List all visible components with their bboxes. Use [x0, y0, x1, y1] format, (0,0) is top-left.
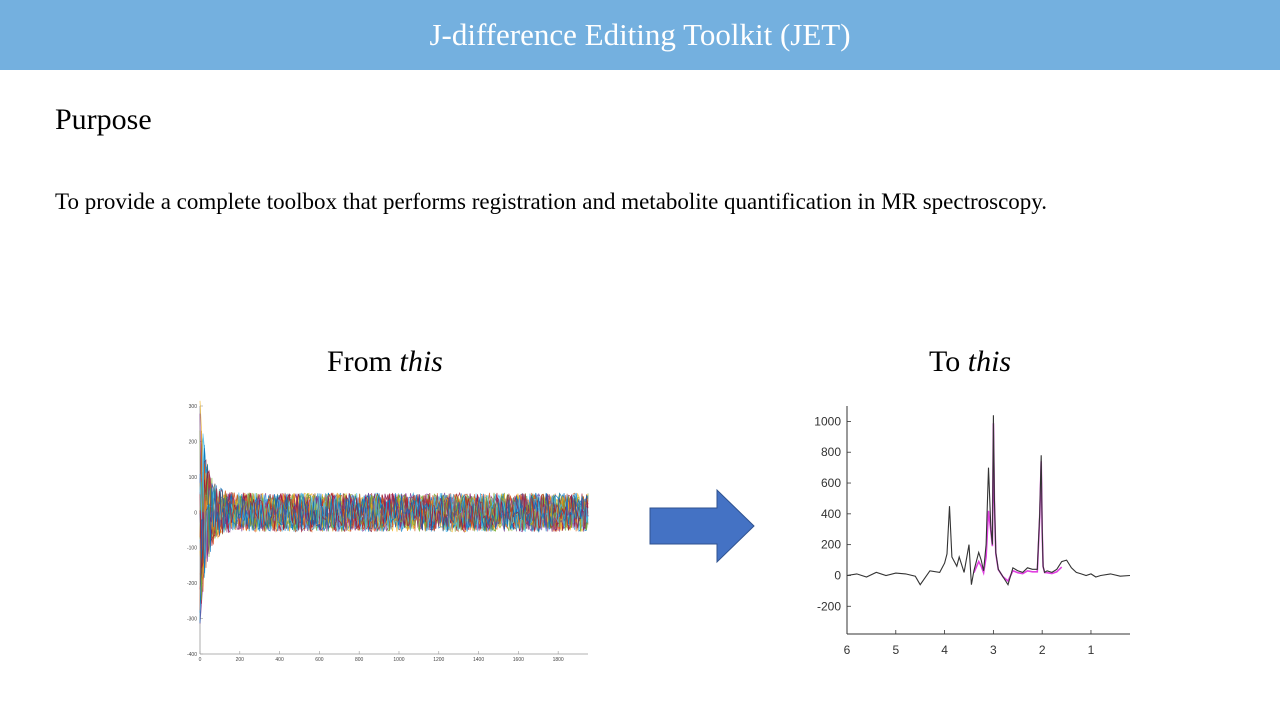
y-tick-label: 100 [189, 475, 198, 481]
y-tick-label: 0 [834, 568, 841, 582]
x-tick-label: 2 [1039, 643, 1046, 657]
x-tick-label: 4 [941, 643, 948, 657]
purpose-text: To provide a complete toolbox that perfo… [55, 189, 1048, 214]
transient-trace [199, 484, 589, 623]
section-heading: Purpose [55, 103, 152, 136]
x-tick-label: 5 [892, 643, 899, 657]
caption-from-prefix: From [327, 345, 400, 378]
transient-trace [199, 400, 589, 562]
y-tick-label: -100 [187, 546, 197, 552]
y-tick-label: 600 [821, 476, 841, 490]
caption-from: From this [327, 344, 443, 380]
x-tick-label: 6 [844, 643, 851, 657]
transient-trace [199, 459, 589, 604]
y-tick-label: -300 [187, 617, 197, 623]
x-tick-label: 800 [355, 657, 364, 663]
caption-to-prefix: To [929, 345, 968, 378]
x-tick-label: 1800 [553, 657, 564, 663]
y-tick-label: 200 [821, 538, 841, 552]
raw-transients-chart: 0 200 400 600 800 1000 1200 1400 1600 18003002001… [187, 400, 589, 663]
right-arrow-icon [649, 488, 755, 564]
x-tick-label: 0 [199, 657, 202, 663]
y-tick-label: 300 [189, 404, 198, 410]
transient-trace [199, 413, 589, 559]
y-tick-label: -200 [817, 599, 841, 613]
y-tick-label: 200 [189, 439, 198, 445]
y-tick-label: -200 [187, 581, 197, 587]
caption-to: To this [929, 344, 1011, 380]
transient-trace [199, 470, 589, 613]
caption-from-emphasis: this [399, 345, 443, 378]
x-tick-label: 1600 [513, 657, 524, 663]
x-tick-label: 200 [236, 657, 245, 663]
caption-to-emphasis: this [967, 345, 1012, 378]
y-tick-label: 800 [821, 445, 841, 459]
arrow-shape [649, 488, 755, 564]
y-tick-label: 1000 [814, 414, 841, 428]
x-tick-label: 1200 [433, 657, 444, 663]
x-tick-label: 600 [315, 657, 324, 663]
spectrum-chart: 6 5 4 3 2 1 1000 800 600 400 200 0 -200 [814, 406, 1131, 657]
title-banner: J-difference Editing Toolkit (JET) [0, 0, 1280, 70]
y-tick-label: 0 [194, 510, 197, 516]
x-tick-label: 1000 [393, 657, 404, 663]
spectrum-line [846, 415, 1131, 587]
x-tick-label: 1 [1088, 643, 1095, 657]
slide-title: J-difference Editing Toolkit (JET) [429, 17, 851, 52]
x-tick-label: 1400 [473, 657, 484, 663]
y-tick-label: 400 [821, 507, 841, 521]
y-tick-label: -400 [187, 652, 197, 658]
x-tick-label: 3 [990, 643, 997, 657]
x-tick-label: 400 [275, 657, 284, 663]
